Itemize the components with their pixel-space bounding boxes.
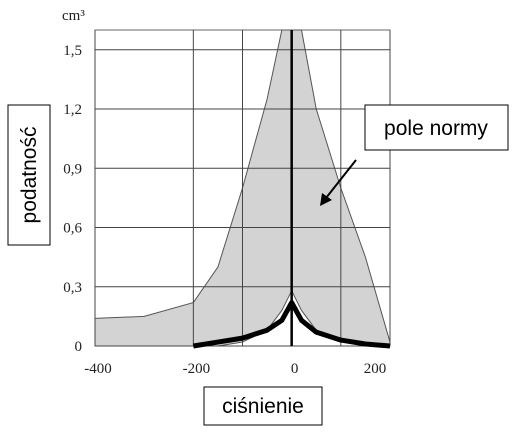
plot: [94, 29, 391, 349]
annotation-box: [364, 104, 509, 151]
arrow: [325, 159, 357, 199]
x-label-box: [203, 386, 323, 426]
y-tick-label: 0,6: [63, 221, 82, 237]
y-unit: cm³: [62, 8, 85, 24]
x-tick-label: 200: [364, 361, 387, 377]
y-tick-label: 1,5: [63, 43, 82, 59]
x-tick-label: -400: [84, 361, 112, 377]
x-axis-label: ciśnienie: [222, 395, 304, 418]
y-tick-label: 1,2: [63, 102, 82, 118]
annotation: pole normy: [384, 117, 488, 140]
y-tick-label: 0: [75, 339, 83, 355]
y-tick-label: 0,9: [63, 161, 82, 177]
x-tick-label: 0: [291, 361, 299, 377]
curve: [192, 300, 391, 349]
arrow-head: [320, 193, 332, 206]
y-axis-label: podatność: [18, 127, 41, 224]
y-label-box: [7, 104, 51, 246]
y-tick-label: 0,3: [63, 280, 82, 296]
x-tick-label: -200: [183, 361, 211, 377]
